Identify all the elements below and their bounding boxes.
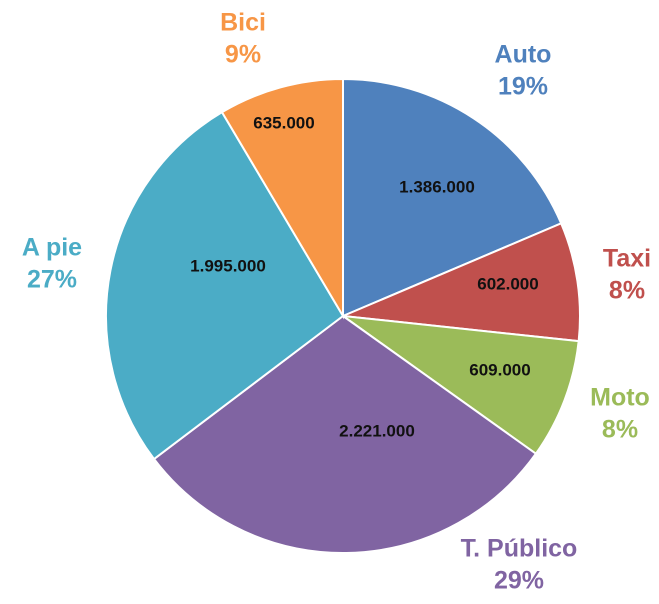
pie-slice bbox=[152, 314, 538, 554]
category-label: T. Público bbox=[461, 535, 578, 563]
percent-label: 29% bbox=[494, 567, 544, 595]
percent-label: 27% bbox=[27, 266, 77, 294]
pie-slice bbox=[105, 110, 345, 461]
pie-slice bbox=[220, 77, 344, 320]
pie-slice bbox=[342, 77, 563, 318]
percent-label: 19% bbox=[498, 73, 548, 101]
percent-label: 8% bbox=[609, 277, 645, 305]
pie-slice bbox=[339, 314, 580, 456]
value-label: 602.000 bbox=[477, 274, 538, 293]
category-label: Bici bbox=[220, 9, 266, 37]
category-label: Auto bbox=[495, 41, 552, 69]
percent-label: 9% bbox=[225, 41, 261, 69]
percent-label: 8% bbox=[602, 416, 638, 444]
value-label: 609.000 bbox=[469, 360, 530, 379]
category-label: Moto bbox=[590, 384, 650, 412]
value-label: 2.221.000 bbox=[339, 421, 415, 440]
value-label: 1.386.000 bbox=[399, 177, 475, 196]
value-label: 1.995.000 bbox=[190, 256, 266, 275]
value-label: 635.000 bbox=[253, 113, 314, 132]
category-label: A pie bbox=[22, 234, 82, 262]
category-label: Taxi bbox=[603, 245, 651, 273]
pie-slice bbox=[339, 222, 581, 343]
